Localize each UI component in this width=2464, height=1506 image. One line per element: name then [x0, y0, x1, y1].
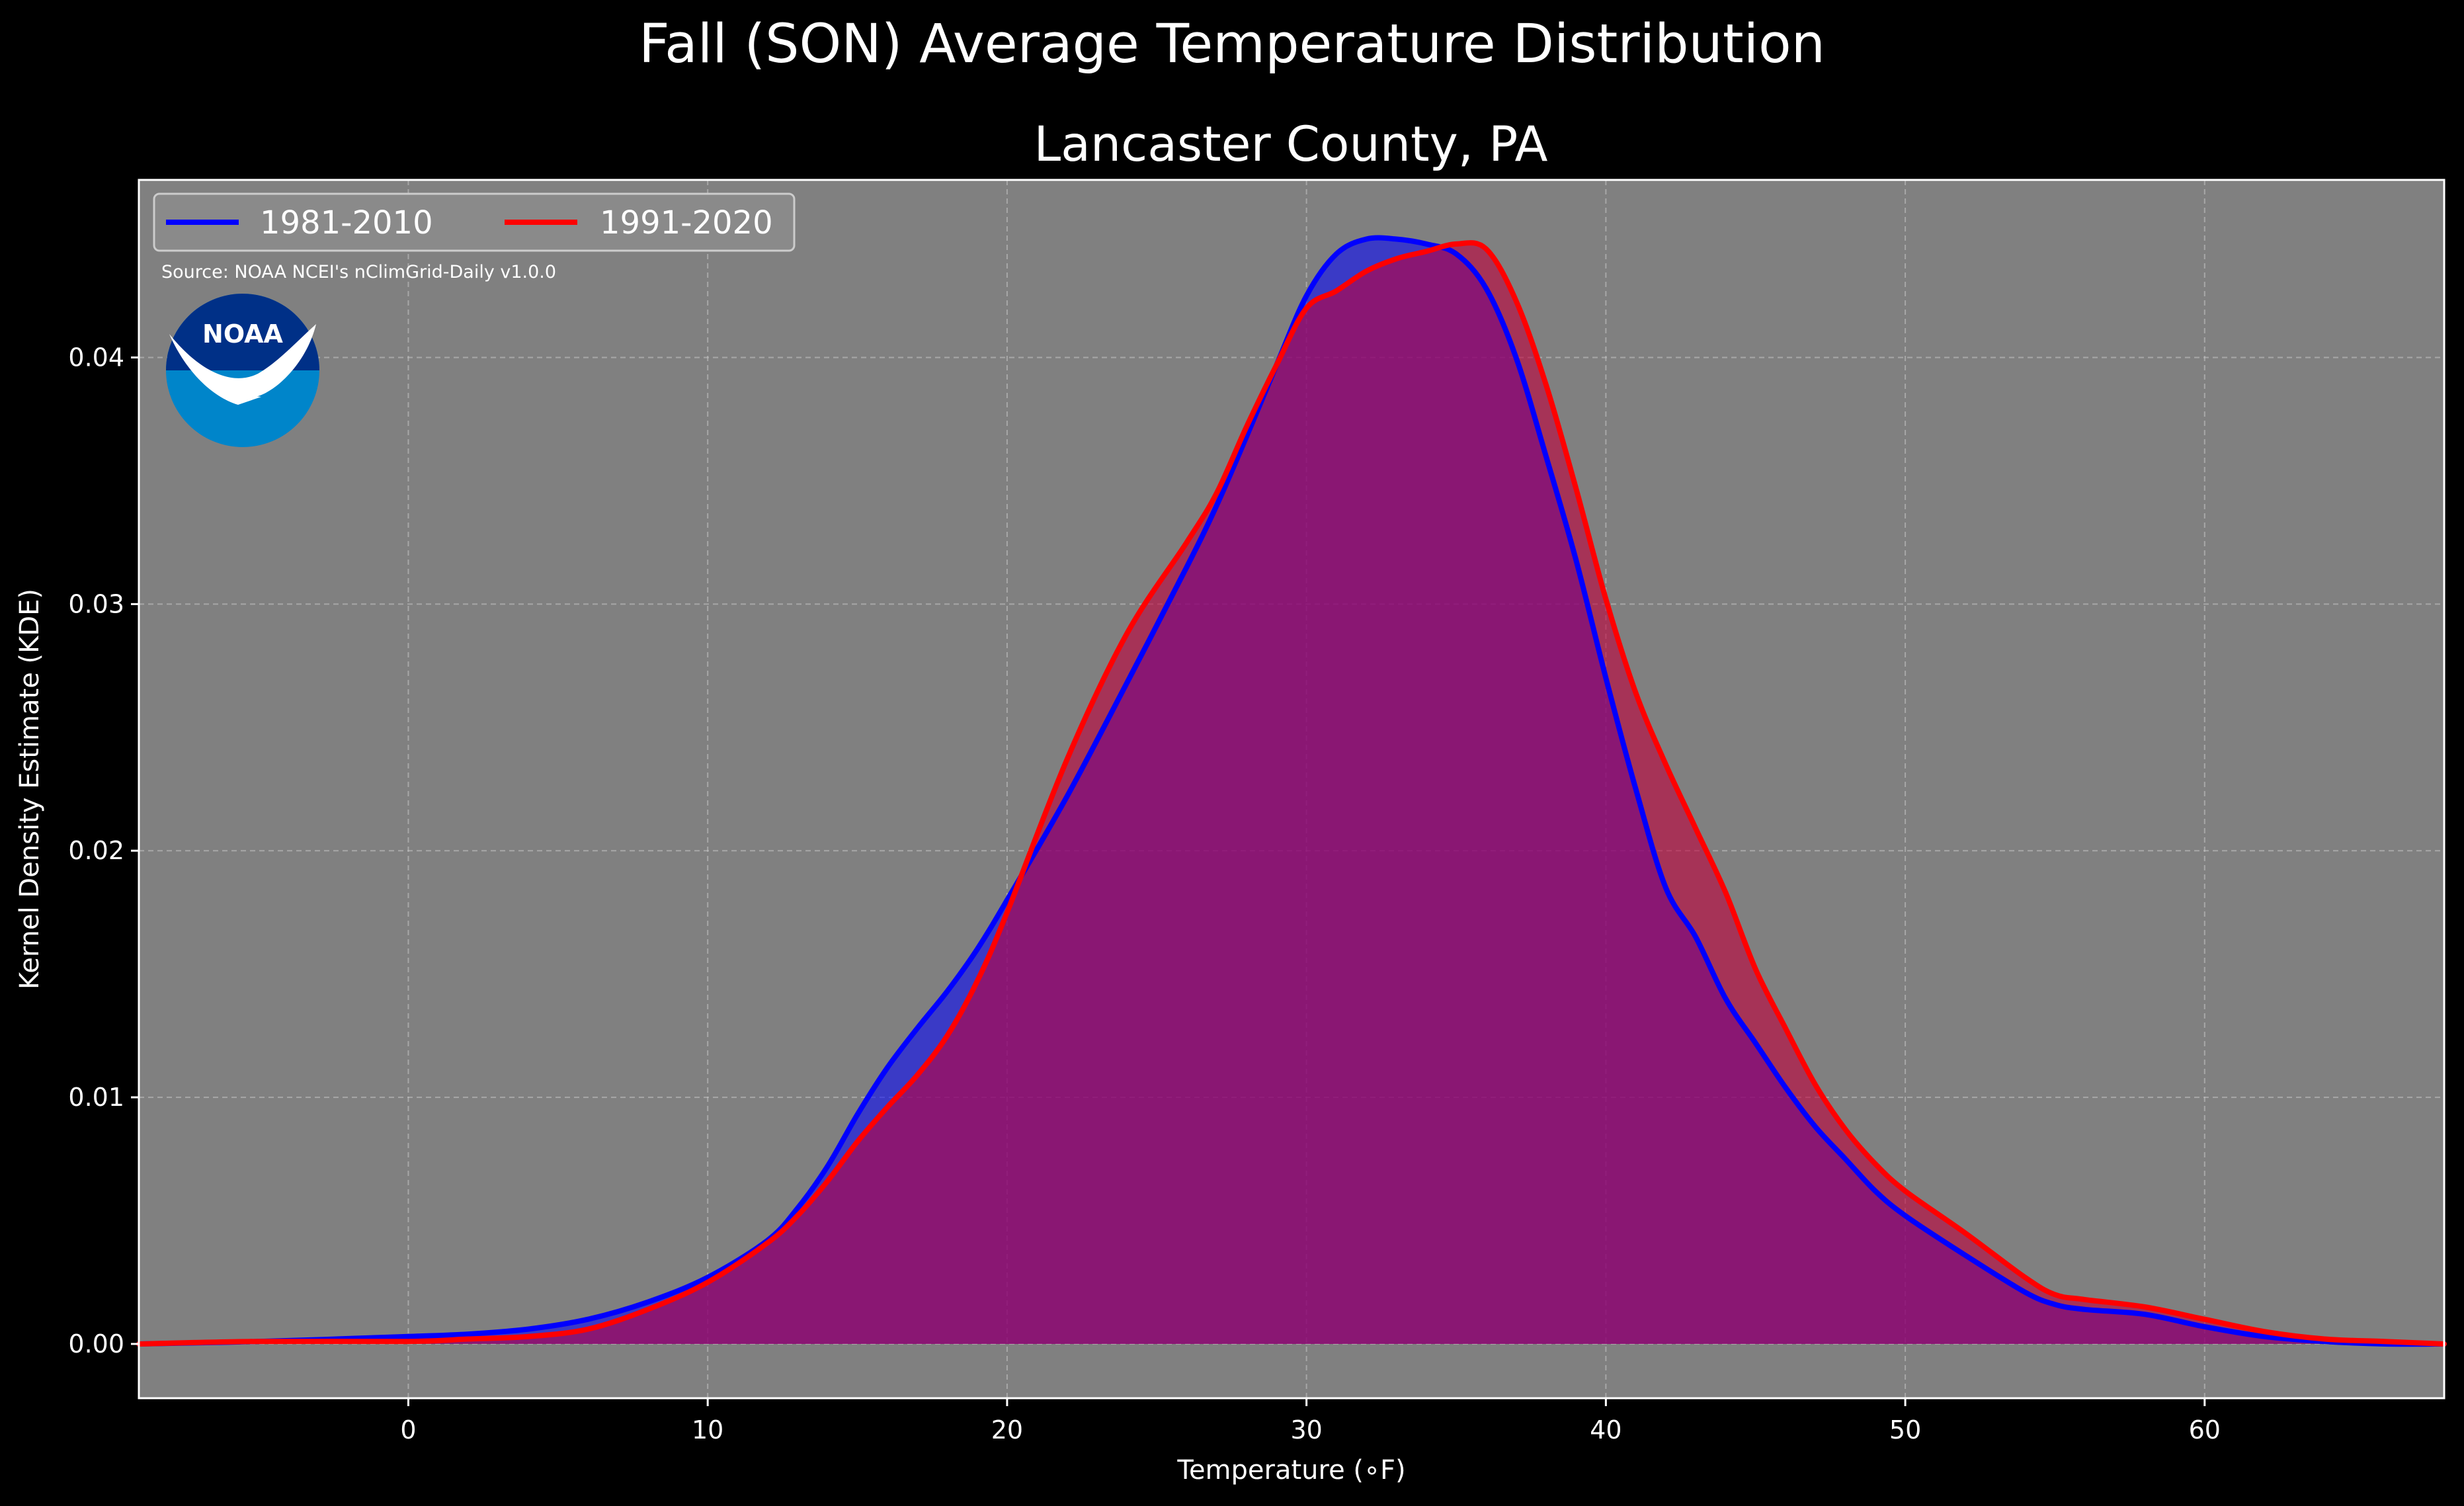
legend: 1981-2010 1991-2020 [153, 192, 796, 252]
x-axis-label: Temperature (∘F) [1176, 1455, 1405, 1485]
y-tick-label: 0.03 [68, 589, 124, 618]
x-tick-label: 20 [991, 1415, 1023, 1444]
x-tick-label: 10 [692, 1415, 723, 1444]
noaa-logo: NOAA [166, 294, 319, 447]
y-axis-ticks: 0.00 0.01 0.02 0.03 0.04 [68, 343, 139, 1359]
y-tick-label: 0.02 [68, 836, 124, 865]
y-axis-label: Kernel Density Estimate (KDE) [15, 589, 45, 989]
x-tick-label: 0 [400, 1415, 416, 1444]
density-lines [136, 235, 2447, 1347]
chart-subtitle: Lancaster County, PA [1034, 116, 1547, 173]
plot-frame [138, 179, 2445, 1400]
noaa-logo-gull-icon [169, 324, 316, 405]
chart-title: Fall (SON) Average Temperature Distribut… [639, 13, 1825, 75]
x-tick-label: 40 [1590, 1415, 1622, 1444]
noaa-logo-top-half [166, 294, 319, 370]
source-annotation: Source: NOAA NCEI's nClimGrid-Daily v1.0… [161, 262, 556, 282]
y-tick-label: 0.00 [68, 1329, 124, 1359]
legend-box [153, 192, 796, 252]
noaa-logo-text: NOAA [202, 319, 283, 349]
density-fills [139, 237, 2444, 1345]
x-tick-label: 50 [1889, 1415, 1921, 1444]
legend-label-1981-2010: 1981-2010 [260, 204, 433, 241]
density-fill-1991-2020 [139, 243, 2444, 1345]
density-line-1991-2020 [136, 240, 2447, 1347]
x-tick-label: 60 [2189, 1415, 2221, 1444]
x-tick-label: 30 [1290, 1415, 1322, 1444]
legend-label-1991-2020: 1991-2020 [600, 204, 773, 241]
y-tick-label: 0.04 [68, 343, 124, 372]
x-axis-ticks: 0 10 20 30 40 50 60 [400, 1398, 2221, 1444]
y-tick-label: 0.01 [68, 1083, 124, 1112]
